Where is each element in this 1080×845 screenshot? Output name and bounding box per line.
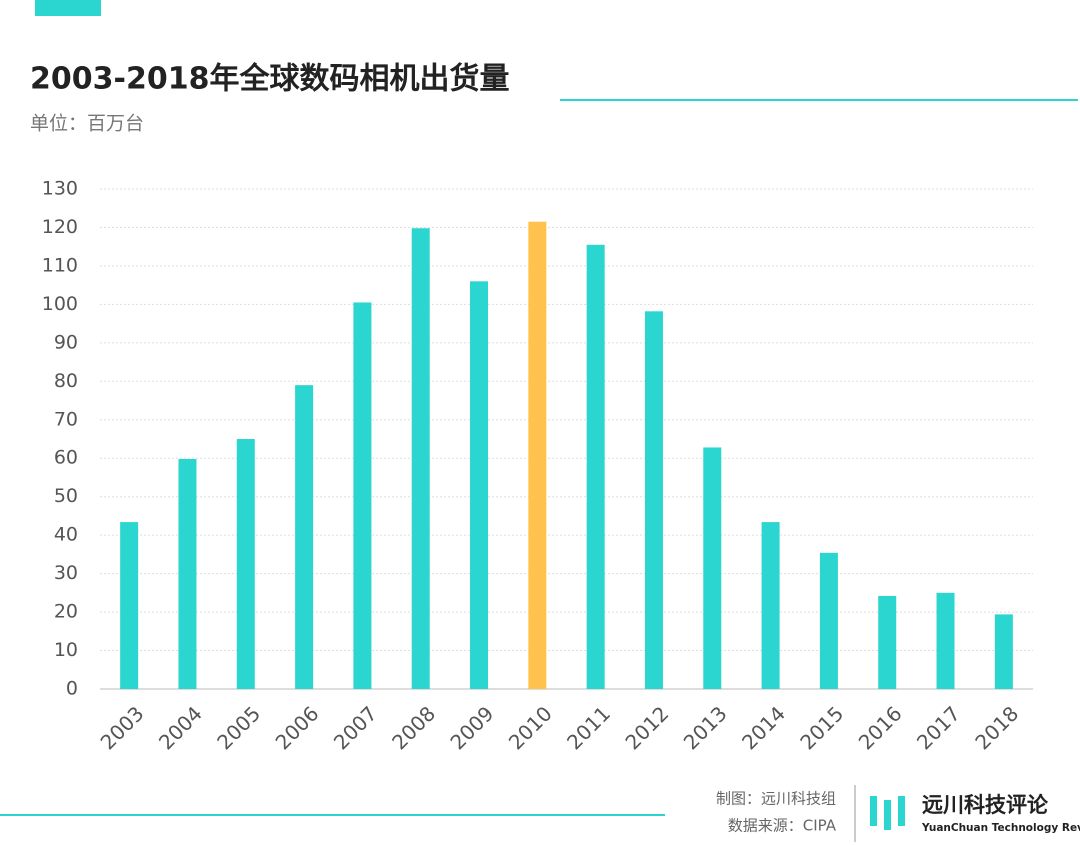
y-tick-label: 80 bbox=[54, 370, 78, 392]
y-tick-label: 110 bbox=[42, 254, 78, 276]
bar bbox=[819, 552, 838, 689]
x-tick-label: 2014 bbox=[737, 701, 790, 754]
bar bbox=[586, 244, 605, 689]
y-tick-label: 0 bbox=[66, 678, 78, 700]
bar bbox=[120, 522, 139, 689]
chart-subtitle: 单位：百万台 bbox=[30, 113, 144, 135]
logo-bar bbox=[870, 796, 877, 826]
bar bbox=[411, 228, 430, 689]
y-tick-label: 130 bbox=[42, 178, 78, 200]
y-tick-label: 30 bbox=[54, 562, 78, 584]
bar bbox=[994, 614, 1013, 689]
bar bbox=[470, 281, 489, 689]
brand: 远川科技评论 bbox=[922, 793, 1049, 817]
y-tick-label: 10 bbox=[54, 639, 78, 661]
x-tick-label: 2007 bbox=[329, 701, 382, 754]
chart-title: 2003-2018年全球数码相机出货量 bbox=[30, 62, 509, 97]
x-tick-label: 2009 bbox=[445, 701, 498, 754]
x-tick-label: 2008 bbox=[387, 701, 440, 754]
logo-bar bbox=[898, 796, 905, 826]
logo bbox=[870, 796, 905, 830]
x-tick-label: 2013 bbox=[679, 701, 732, 754]
y-tick-label: 60 bbox=[54, 447, 78, 469]
brand-en: YuanChuan Technology Review bbox=[921, 822, 1080, 834]
top-accent bbox=[35, 0, 101, 16]
y-tick-label: 50 bbox=[54, 485, 78, 507]
x-tick-label: 2012 bbox=[620, 701, 673, 754]
bar bbox=[703, 447, 722, 689]
x-tick-label: 2016 bbox=[854, 701, 907, 754]
bar bbox=[878, 595, 897, 689]
y-tick-label: 90 bbox=[54, 331, 78, 353]
bar bbox=[528, 221, 547, 689]
source: 数据来源：CIPA bbox=[728, 817, 837, 835]
y-tick-label: 100 bbox=[42, 293, 78, 315]
bar bbox=[236, 439, 255, 689]
logo-bar bbox=[884, 800, 891, 830]
y-tick-label: 70 bbox=[54, 408, 78, 430]
bar bbox=[644, 311, 663, 689]
y-tick-label: 20 bbox=[54, 601, 78, 623]
bar bbox=[178, 459, 197, 689]
x-tick-label: 2018 bbox=[970, 701, 1023, 754]
bar bbox=[353, 302, 372, 689]
x-tick-label: 2011 bbox=[562, 701, 615, 754]
x-tick-label: 2017 bbox=[912, 701, 965, 754]
bar bbox=[936, 592, 955, 689]
x-tick-label: 2004 bbox=[154, 701, 207, 754]
bar bbox=[761, 522, 780, 689]
y-tick-label: 120 bbox=[42, 216, 78, 238]
x-tick-label: 2005 bbox=[212, 701, 265, 754]
bar bbox=[295, 385, 314, 689]
credit: 制图：远川科技组 bbox=[716, 790, 836, 808]
x-tick-label: 2010 bbox=[504, 701, 557, 754]
x-tick-label: 2015 bbox=[795, 701, 848, 754]
x-tick-label: 2006 bbox=[271, 701, 324, 754]
x-tick-label: 2003 bbox=[96, 701, 149, 754]
y-tick-label: 40 bbox=[54, 524, 78, 546]
